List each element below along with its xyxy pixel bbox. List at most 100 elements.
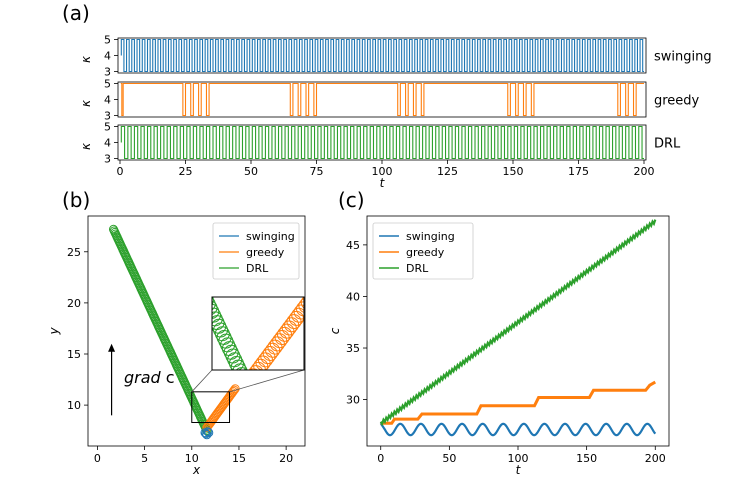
x-axis-label: x <box>192 463 201 477</box>
legend-label-swinging: swinging <box>406 230 455 243</box>
gradient-arrow-head <box>108 343 116 352</box>
x-tick-label-0: 0 <box>94 452 101 465</box>
panel-label-b: (b) <box>62 188 90 212</box>
marker-DRL-inset-107 <box>212 300 218 315</box>
y-axis-label-swinging: κ <box>79 55 93 63</box>
marker-DRL-inset-93 <box>178 249 192 263</box>
marker-DRL-inset-96 <box>184 260 198 274</box>
legend-box <box>212 222 300 280</box>
marker-DRL-inset-92 <box>176 245 190 259</box>
x-axis-label: t <box>516 463 522 477</box>
legend-label-greedy: greedy <box>406 246 445 259</box>
marker-DRL-inset-102 <box>194 282 208 296</box>
strategy-label-DRL: DRL <box>654 137 681 152</box>
marker-DRL-inset-89 <box>171 234 185 248</box>
marker-DRL-inset-62 <box>124 133 138 147</box>
marker-swinging-3 <box>204 428 214 438</box>
y-tick-label-greedy-4: 4 <box>104 94 111 107</box>
legend-label-swinging: swinging <box>246 230 295 243</box>
x-tick-label-125: 125 <box>437 165 458 178</box>
y-tick-label-20: 20 <box>67 297 81 310</box>
marker-DRL-inset-37 <box>79 41 93 55</box>
x-tick-label-175: 175 <box>568 165 589 178</box>
y-tick-label-10: 10 <box>67 399 81 412</box>
series-line-swinging <box>120 38 644 73</box>
gradient-label-rest: c <box>161 368 175 387</box>
chart-b: 0 5 10 15 20 10 15 20 25 x y grad c swinging greedy DR… <box>47 26 325 477</box>
marker-DRL-inset-95 <box>182 256 196 270</box>
y-tick-label-greedy-5: 5 <box>104 78 111 91</box>
marker-DRL-inset-34 <box>74 29 88 43</box>
marker-DRL-inset-106 <box>212 297 216 311</box>
panel-label-c: (c) <box>338 188 365 212</box>
inset-plot <box>72 26 325 404</box>
y-tick-label-DRL-5: 5 <box>104 121 111 134</box>
marker-greedy-inset-29 <box>311 283 325 297</box>
marker-DRL-inset-35 <box>76 33 90 47</box>
legend-label-greedy: greedy <box>246 246 285 259</box>
marker-greedy-inset-21 <box>291 307 304 323</box>
marker-greedy-inset-25 <box>300 297 304 309</box>
y-tick-label-40: 40 <box>346 290 360 303</box>
gradient-label: grad c <box>124 368 175 387</box>
marker-DRL-inset-80 <box>155 200 169 214</box>
marker-DRL-inset-100 <box>191 275 205 289</box>
inset-connector-right <box>229 369 305 393</box>
marker-DRL-inset-83 <box>161 212 175 226</box>
inset-region-box <box>191 391 231 423</box>
chart-a: 3 4 5 κ swinging 3 4 5 κ greedy 3 4 5 κ DRL 0 25 50 75 100 1… <box>79 34 712 191</box>
legend-label-DRL: DRL <box>406 262 429 275</box>
marker-DRL-inset-78 <box>152 193 166 207</box>
marker-DRL-inset-99 <box>189 271 203 285</box>
marker-DRL-inset-85 <box>164 219 178 233</box>
marker-DRL-inset-74 <box>145 178 159 192</box>
marker-DRL-inset-126 <box>237 371 251 385</box>
series-line-swinging <box>379 422 657 437</box>
marker-DRL-inset-86 <box>166 223 180 237</box>
strategy-label-swinging: swinging <box>654 50 712 65</box>
marker-DRL-inset-73 <box>143 174 157 188</box>
marker-swinging-inset-0 <box>240 390 254 404</box>
marker-DRL-inset-61 <box>122 130 136 144</box>
marker-DRL-inset-76 <box>148 186 162 200</box>
y-tick-label-25: 25 <box>67 246 81 259</box>
marker-DRL-inset-103 <box>196 286 210 300</box>
x-tick-label-25: 25 <box>179 165 193 178</box>
marker-DRL-inset-124 <box>232 363 248 370</box>
x-axis-label: t <box>380 176 386 190</box>
marker-DRL-inset-43 <box>90 63 104 77</box>
panel-label-a: (a) <box>62 1 90 25</box>
marker-DRL-inset-79 <box>154 197 168 211</box>
series-line-DRL <box>379 219 657 427</box>
x-tick-label-50: 50 <box>244 165 258 178</box>
marker-DRL-inset-70 <box>138 163 152 177</box>
y-axis-label-greedy: κ <box>79 99 93 107</box>
x-tick-label-5: 5 <box>141 452 148 465</box>
legend-box <box>372 222 474 280</box>
y-tick-label-swinging-3: 3 <box>104 66 111 79</box>
legend-label-DRL: DRL <box>246 262 269 275</box>
marker-DRL-inset-90 <box>173 238 187 252</box>
x-tick-label-10: 10 <box>185 452 199 465</box>
marker-DRL-inset-88 <box>169 230 183 244</box>
x-tick-label-200: 200 <box>634 165 655 178</box>
marker-DRL-inset-97 <box>185 264 199 278</box>
marker-greedy-inset-3 <box>248 365 263 370</box>
x-tick-label-150: 150 <box>503 165 524 178</box>
marker-DRL-inset-69 <box>136 160 150 174</box>
y-tick-label-30: 30 <box>346 394 360 407</box>
marker-DRL-inset-33 <box>72 26 86 40</box>
marker-DRL-inset-56 <box>113 111 127 125</box>
x-tick-label-75: 75 <box>310 165 324 178</box>
marker-greedy-inset-26 <box>303 297 304 303</box>
y-tick-label-DRL-3: 3 <box>104 153 111 166</box>
series-line-DRL <box>120 125 644 160</box>
marker-DRL-inset-84 <box>162 215 176 229</box>
marker-swinging-inset-3 <box>246 387 260 401</box>
x-tick-label-100: 100 <box>508 452 529 465</box>
marker-DRL-inset-75 <box>146 182 160 196</box>
y-tick-label-swinging-5: 5 <box>104 34 111 47</box>
axes-frame <box>87 215 306 447</box>
marker-DRL-inset-94 <box>180 252 194 266</box>
